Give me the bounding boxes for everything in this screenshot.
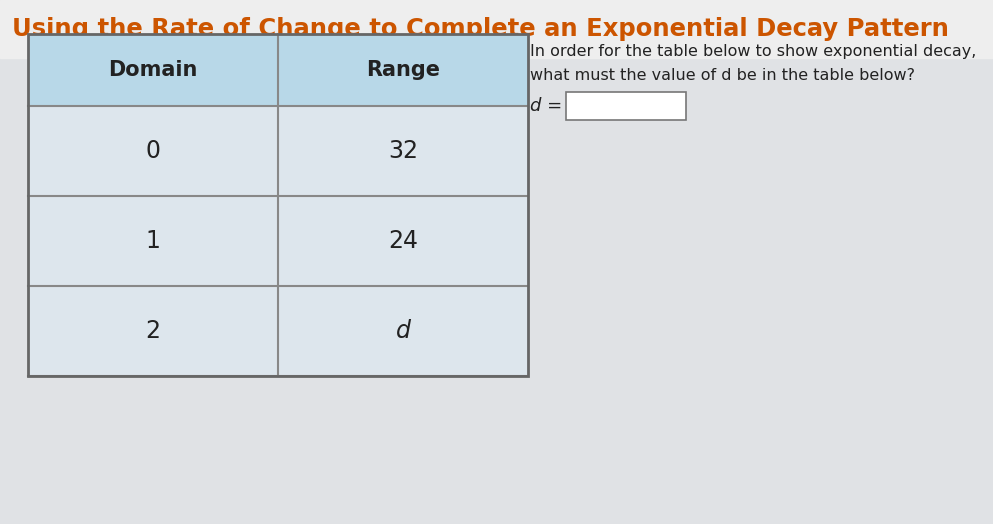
Text: d =: d = <box>530 97 562 115</box>
Text: 0: 0 <box>146 139 161 163</box>
Text: 32: 32 <box>388 139 418 163</box>
Text: Range: Range <box>366 60 440 80</box>
Bar <box>28 34 528 106</box>
Text: what must the value of d be in the table below?: what must the value of d be in the table… <box>530 68 915 83</box>
Text: 2: 2 <box>146 319 161 343</box>
Text: In order for the table below to show exponential decay,: In order for the table below to show exp… <box>530 44 976 59</box>
Bar <box>28 106 528 196</box>
Text: 24: 24 <box>388 229 418 253</box>
Bar <box>28 196 528 286</box>
Text: Using the Rate of Change to Complete an Exponential Decay Pattern: Using the Rate of Change to Complete an … <box>12 17 949 41</box>
Text: Domain: Domain <box>108 60 198 80</box>
Text: 1: 1 <box>146 229 161 253</box>
Bar <box>0 0 993 58</box>
Bar <box>28 286 528 376</box>
Bar <box>0 58 993 524</box>
Text: d: d <box>395 319 410 343</box>
Bar <box>28 34 528 376</box>
Bar <box>566 92 686 120</box>
